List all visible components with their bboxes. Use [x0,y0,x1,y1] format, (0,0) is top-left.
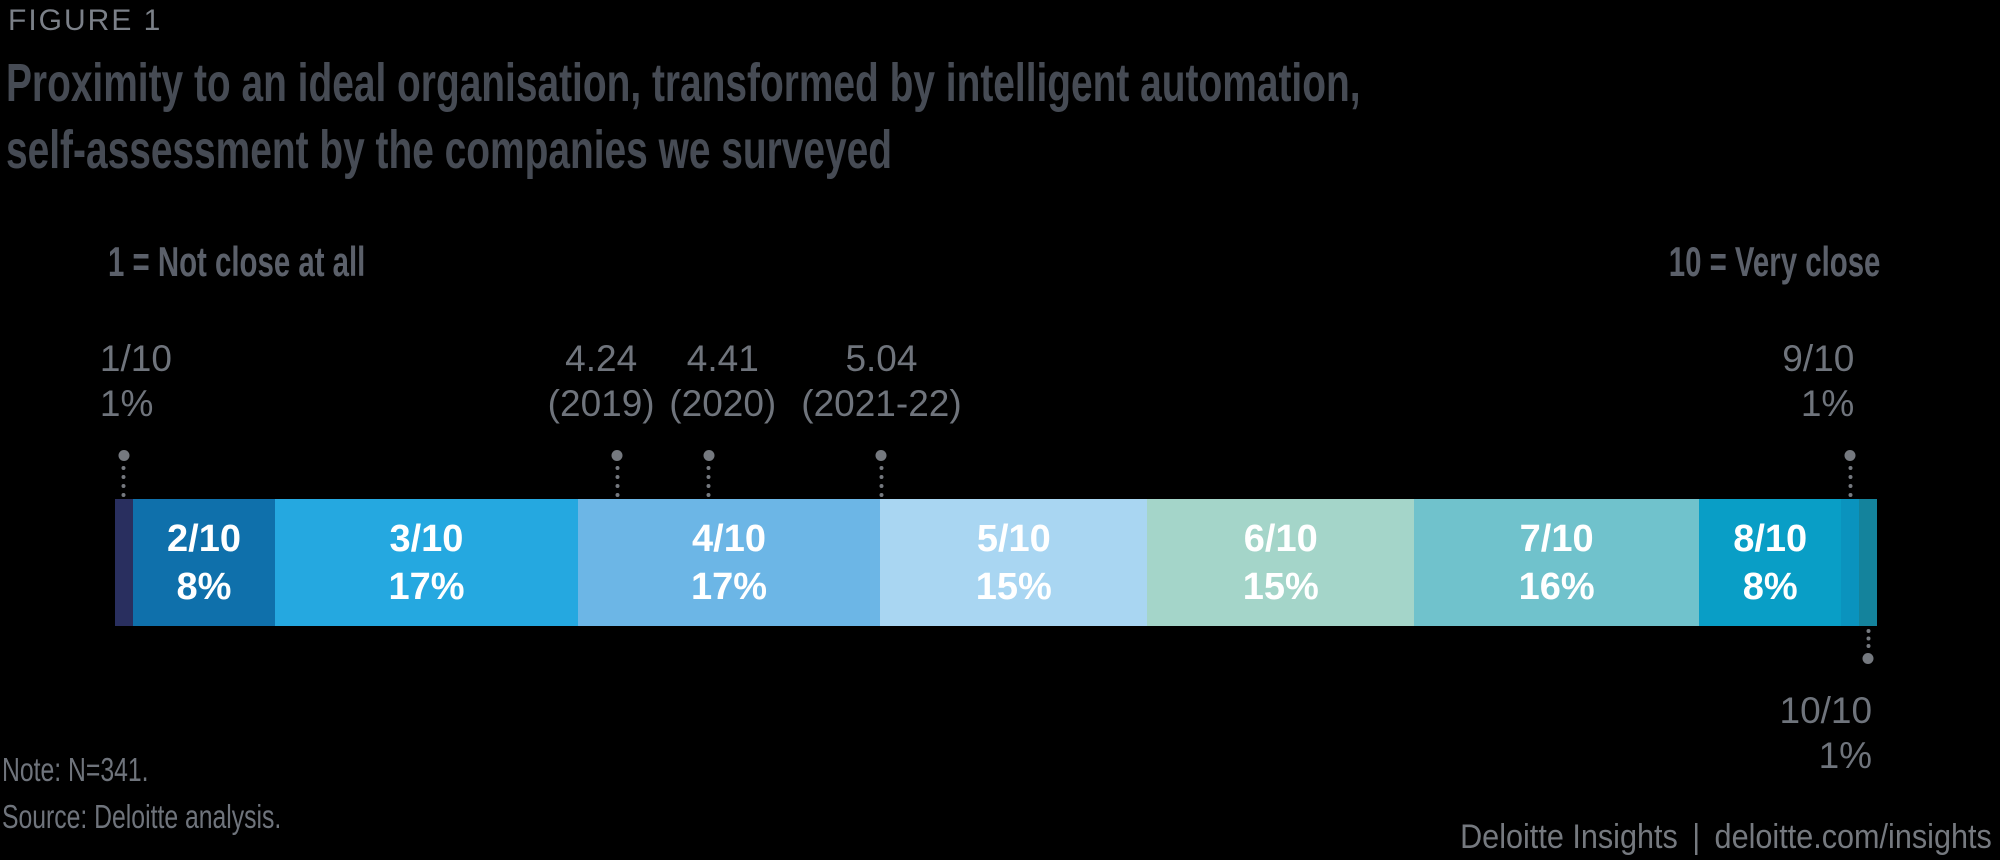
bar-segment-4of10: 4/10 17% [577,499,881,626]
callout-label-10of10: 10/10 1% [1780,688,1873,778]
marker-dotted-line [121,466,126,497]
scale-label-max: 10 = Very close [1668,238,1880,285]
marker-label-line: (2020) [669,383,777,424]
segment-pct-label: 15% [975,565,1052,608]
segment-score-label: 2/10 [167,517,241,560]
scale-label-min: 1 = Not close at all [108,238,366,285]
bar-segment-1of10 [115,499,133,626]
bar-segment-6of10: 6/10 15% [1147,499,1415,626]
segment-pct-label: 8% [1742,565,1798,608]
marker-dotted-line [1848,466,1853,497]
figure-title: Proximity to an ideal organisation, tran… [6,50,1361,184]
footer-brand: Deloitte Insights [1460,818,1678,856]
title-line-1: Proximity to an ideal organisation, tran… [6,53,1361,113]
segment-score-label: 3/10 [389,517,464,560]
bar-segment-9of10 [1841,499,1860,626]
marker-label-line: 1% [1800,383,1855,424]
marker-dot [703,450,715,461]
bar-segment-10of10 [1859,499,1877,626]
marker-dotted-line [879,466,884,497]
score-marker-label-2019: 4.24 (2019) [548,336,655,426]
marker-label-line: 4.41 [686,338,759,379]
stacked-bar-chart: 2/10 8% 3/10 17% 4/10 17% 5/10 15% 6/10 15% 7/10 16… [100,0,1877,860]
callout-marker-9of10 [1844,450,1856,497]
marker-label-line: 10/10 [1779,690,1873,731]
marker-dotted-line [615,466,620,497]
marker-dot [611,450,623,461]
footer-url: deloitte.com/insights [1714,818,1992,856]
bar-segment-3of10: 3/10 17% [275,499,578,626]
insights-footer: Deloitte Insights | deloitte.com/insights [1460,818,1992,857]
score-marker-2020 [703,450,715,497]
segment-score-label: 5/10 [976,517,1051,560]
bar-segment-8of10: 8/10 8% [1699,499,1842,626]
callout-label-1of10: 1/10 1% [100,336,172,426]
score-marker-label-2020: 4.41 (2020) [669,336,776,426]
segment-pct-label: 15% [1242,565,1319,608]
segment-pct-label: 16% [1518,565,1595,608]
callout-marker-10of10 [1862,629,1874,664]
marker-dotted-line [1866,629,1871,648]
marker-label-line: (2019) [547,383,655,424]
marker-label-line: 1% [1818,735,1873,776]
title-line-2: self-assessment by the companies we surv… [6,120,893,180]
marker-dot [875,450,887,461]
bar-segment-5of10: 5/10 15% [880,499,1148,626]
segment-score-label: 6/10 [1243,517,1318,560]
segment-pct-label: 17% [388,565,465,608]
marker-dot [1844,450,1856,461]
segment-score-label: 7/10 [1519,517,1594,560]
segment-score-label: 4/10 [692,517,767,560]
segment-score-label: 8/10 [1733,517,1808,560]
source-text: Source: Deloitte analysis. [2,798,282,835]
segment-pct-label: 8% [176,565,232,608]
marker-label-line: 1% [99,383,154,424]
marker-dot [118,450,130,461]
stacked-bar: 2/10 8% 3/10 17% 4/10 17% 5/10 15% 6/10 15% 7/10 16… [115,499,1877,626]
segment-pct-label: 17% [691,565,768,608]
marker-label-line: (2021-22) [801,383,962,424]
score-marker-label-2021-22: 5.04 (2021-22) [801,336,961,426]
marker-dot [1862,653,1874,664]
bar-segment-2of10: 2/10 8% [132,499,276,626]
bar-segment-7of10: 7/10 16% [1414,499,1700,626]
callout-label-9of10: 9/10 1% [1782,336,1854,426]
score-marker-2019 [611,450,623,497]
score-marker-2021-22 [875,450,887,497]
note-block: Note: N=341. Source: Deloitte analysis. [2,746,281,840]
note-text: Note: N=341. [2,751,149,788]
marker-label-line: 4.24 [565,338,638,379]
callout-marker-1of10 [118,450,130,497]
figure-label: FIGURE 1 [8,4,163,37]
marker-label-line: 5.04 [845,338,918,379]
marker-dotted-line [706,466,711,497]
footer-separator: | [1692,818,1701,856]
marker-label-line: 9/10 [1782,338,1855,379]
marker-label-line: 1/10 [99,338,172,379]
